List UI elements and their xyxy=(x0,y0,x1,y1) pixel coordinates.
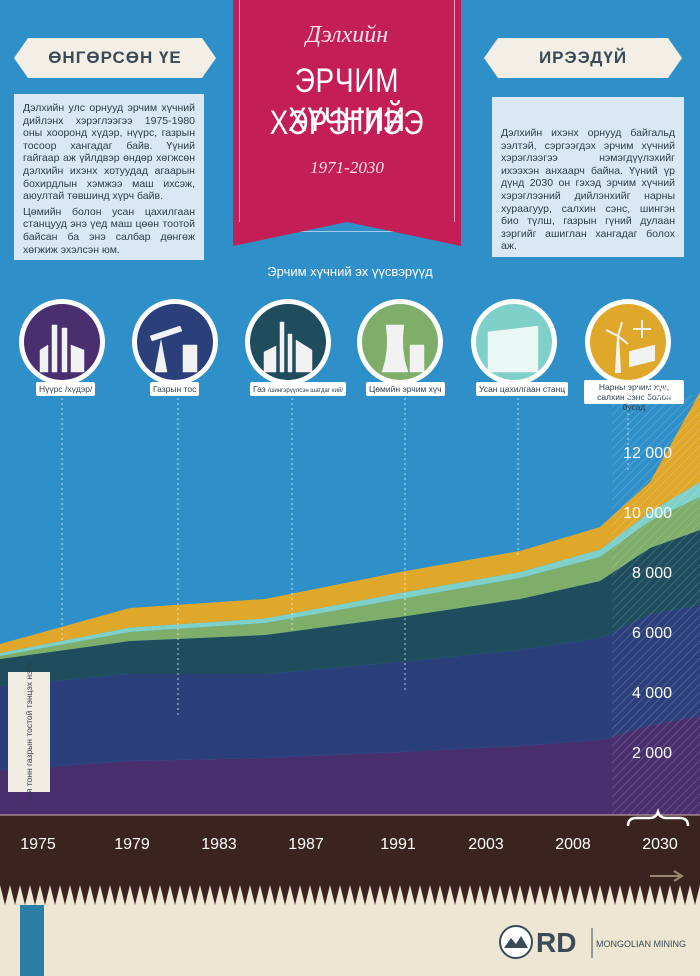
logo-company: MONGOLIAN MINING xyxy=(596,939,686,949)
area-series-0 xyxy=(0,716,700,815)
past-paragraph-1: Дэлхийн улс орнууд эрчим хүчний дийлэнх … xyxy=(23,102,195,203)
x-tick-label: 2003 xyxy=(468,836,504,853)
y-tick-label: 6 000 xyxy=(631,625,672,642)
x-tick-label: 1979 xyxy=(114,836,150,853)
y-tick-label: 2 000 xyxy=(631,745,672,762)
y-tick-label: 10 000 xyxy=(623,505,672,522)
area-series-3 xyxy=(0,497,700,659)
wind-solar-icon xyxy=(585,299,671,385)
coal-plant-icon xyxy=(19,299,105,385)
past-ribbon: ӨНГӨРСӨН ҮЕ xyxy=(14,38,216,78)
nuclear-plant-icon xyxy=(357,299,443,385)
source-label-nuclear: Цөмийн эрчим хүч xyxy=(366,382,445,396)
source-label-coal: Нүүрс /хүдэр/ xyxy=(36,382,96,396)
past-text-box: Дэлхийн улс орнууд эрчим хүчний дийлэнх … xyxy=(14,94,204,260)
title-line-2: ХЭРЭГЛЭЭ xyxy=(269,104,425,142)
gas-plant-icon xyxy=(245,299,331,385)
title-subtitle: Дэлхийн xyxy=(305,22,389,48)
x-tick-label: 1975 xyxy=(20,836,56,853)
x-tick-label: 2008 xyxy=(555,836,591,853)
ground-bar xyxy=(20,905,44,976)
hydro-dam-icon xyxy=(471,299,557,385)
future-paragraph: Дэлхийн ихэнх орнууд байгальд ээлтэй, сэ… xyxy=(501,127,675,253)
source-label-hydro: Усан цахилгаан станц xyxy=(476,382,569,396)
title-banner: Дэлхийн ЭРЧИМ ХҮЧНИЙ ХЭРЭГЛЭЭ 1971-2030 xyxy=(233,0,461,246)
arrow-right-icon xyxy=(650,870,684,882)
future-text-box: Дэлхийн ихэнх орнууд байгальд ээлтэй, сэ… xyxy=(492,97,684,257)
source-label-oil: Газрын тос xyxy=(150,382,200,396)
source-label-gas: Газ /шингэрүүлсэн шатдаг хий/ xyxy=(250,382,347,396)
past-paragraph-2: Цөмийн болон усан цахилгаан станцууд энэ… xyxy=(23,205,195,256)
x-tick-label: 1991 xyxy=(380,836,416,853)
x-tick-label: 1983 xyxy=(201,836,237,853)
x-tick-label: 1987 xyxy=(288,836,324,853)
y-tick-label: 4 000 xyxy=(631,685,672,702)
y-tick-label: 14 000 xyxy=(623,385,672,402)
ground-band xyxy=(0,815,700,885)
area-series-1 xyxy=(0,605,700,770)
future-hatch xyxy=(612,395,700,815)
title-line-1: ЭРЧИМ ХҮЧНИЙ xyxy=(288,62,406,139)
area-series-5 xyxy=(0,392,700,653)
source-label-renewable: Нарны эрчим хүч, салхин сэнс болон бусад xyxy=(584,380,684,412)
x-tick-label: 2030 xyxy=(642,836,678,853)
y-tick-label: 8 000 xyxy=(631,565,672,582)
area-series-2 xyxy=(0,530,700,686)
sources-title: Эрчим хүчний эх үүсвэрүүд xyxy=(267,264,433,279)
company-logo: RD MONGOLIAN MINING xyxy=(496,922,700,962)
y-tick-label: 12 000 xyxy=(623,445,672,462)
brace-icon xyxy=(626,808,690,827)
title-years: 1971-2030 xyxy=(310,158,384,177)
ground-jagged-edge xyxy=(0,885,700,905)
future-ribbon: ИРЭЭДҮЙ xyxy=(484,38,682,78)
y-axis-label: сая тонн газрын тостой тэнцэх нэгж xyxy=(8,662,50,802)
oil-pump-icon xyxy=(132,299,218,385)
logo-mark: RD xyxy=(536,927,576,958)
